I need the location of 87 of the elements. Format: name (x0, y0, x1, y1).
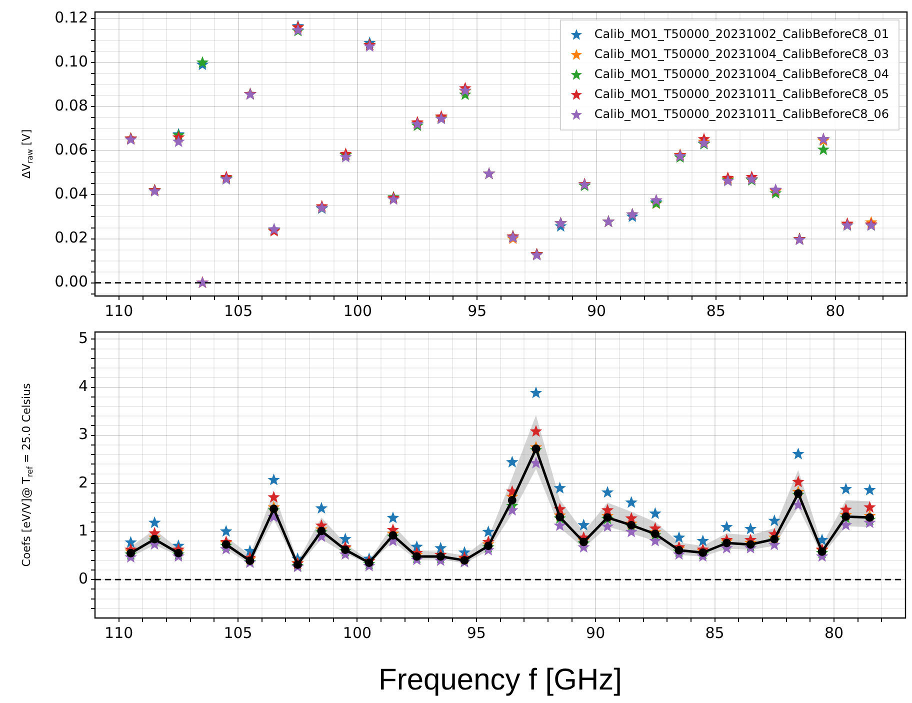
x-tick-label: 110 (104, 302, 134, 320)
y-tick-label: 0.04 (54, 184, 88, 203)
x-tick-label: 100 (342, 624, 372, 642)
point (672, 531, 686, 543)
y-tick-label: 0.02 (54, 228, 88, 247)
point (530, 456, 542, 468)
point (315, 502, 328, 514)
point (578, 518, 590, 530)
legend-label: Calib_MO1_T50000_20231011_CalibBeforeC8_06 (594, 107, 890, 122)
point (792, 448, 804, 460)
x-tick-label: 110 (104, 624, 134, 642)
point (720, 520, 733, 532)
legend-label: Calib_MO1_T50000_20231002_CalibBeforeC8_01 (594, 27, 890, 42)
point (649, 507, 662, 519)
point (864, 484, 876, 496)
point (650, 530, 660, 538)
point (364, 558, 374, 567)
x-tick-label: 85 (706, 302, 726, 320)
point (268, 490, 280, 503)
point (434, 542, 447, 554)
x-tick-label: 80 (826, 302, 845, 320)
point (579, 538, 588, 546)
point (150, 534, 159, 544)
point (696, 534, 710, 546)
point (196, 56, 209, 68)
point (530, 386, 542, 398)
point (506, 504, 518, 516)
y-tick-label: 0.08 (54, 96, 88, 115)
point (530, 425, 542, 437)
point (601, 486, 614, 498)
point (172, 135, 185, 148)
point (627, 520, 636, 530)
point (339, 532, 352, 544)
point (482, 525, 495, 538)
point (124, 536, 137, 548)
y-tick-label: 5 (78, 329, 88, 348)
point (674, 546, 684, 554)
point (792, 475, 804, 488)
x-tick-label: 85 (705, 624, 724, 642)
x-tick-label: 105 (224, 624, 252, 642)
point (174, 548, 183, 558)
y-tick-label: 1 (78, 521, 88, 540)
point (341, 545, 350, 554)
x-tick-label: 90 (586, 624, 606, 642)
point (864, 500, 876, 513)
point (746, 540, 755, 549)
y-tick-label: 0 (78, 569, 88, 588)
x-tick-label: 90 (586, 302, 606, 320)
point (770, 534, 779, 544)
x-axis-title: Frequency f [GHz] (378, 663, 622, 696)
x-tick-label: 100 (343, 302, 372, 320)
y-tick-label: 0.00 (54, 272, 88, 291)
x-tick-label: 95 (468, 302, 487, 320)
point (744, 522, 757, 534)
y-tick-label: 0.10 (54, 52, 88, 71)
point (268, 474, 280, 486)
point (148, 516, 161, 528)
y-tick-label: 0.06 (54, 140, 88, 159)
point (768, 514, 781, 526)
point (601, 520, 614, 532)
legend-label: Calib_MO1_T50000_20231004_CalibBeforeC8_03 (594, 47, 890, 62)
point (817, 143, 830, 156)
x-tick-label: 105 (224, 302, 253, 320)
legend-label: Calib_MO1_T50000_20231011_CalibBeforeC8_05 (594, 87, 890, 102)
point (317, 526, 326, 536)
point (386, 512, 400, 524)
point (506, 456, 518, 468)
legend-label: Calib_MO1_T50000_20231004_CalibBeforeC8_04 (594, 67, 890, 82)
point (388, 531, 398, 540)
point (625, 496, 638, 508)
point (698, 548, 708, 557)
point (840, 482, 852, 494)
point (126, 548, 136, 558)
point (554, 482, 566, 494)
point (340, 150, 352, 163)
point (412, 552, 422, 561)
y-tick-label: 3 (78, 425, 88, 444)
x-tick-label: 80 (824, 624, 844, 642)
y-tick-label: 4 (78, 377, 88, 396)
y-tick-label: 2 (78, 473, 88, 492)
point (508, 496, 516, 504)
point (601, 504, 614, 516)
point (840, 503, 852, 516)
point (220, 524, 232, 537)
point (842, 512, 850, 521)
y-tick-label: 0.12 (54, 8, 88, 26)
x-tick-label: 95 (466, 624, 486, 642)
